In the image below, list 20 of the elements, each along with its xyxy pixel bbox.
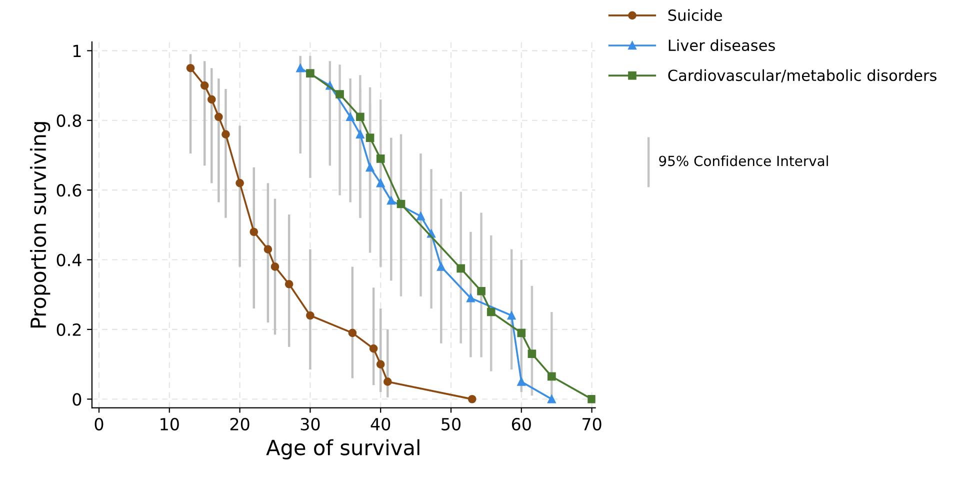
- legend-label: Cardiovascular/metabolic disorders: [668, 69, 936, 82]
- text: 95% Confidence Interval: [659, 155, 828, 166]
- x-tick-label: 20: [230, 418, 250, 430]
- y-tick-label: 0.8: [56, 114, 82, 127]
- y-tick-label: 0.6: [56, 184, 82, 197]
- x-tick-label: 0: [94, 418, 104, 430]
- x-tick-label: 10: [160, 418, 179, 430]
- legend-label: Suicide: [668, 9, 722, 21]
- x-axis-title: Age of survival: [266, 439, 420, 460]
- x-tick-label: 40: [370, 418, 390, 430]
- y-tick-label: 0.2: [56, 323, 81, 336]
- legend-label: Liver diseases: [668, 39, 775, 52]
- x-tick-label: 60: [512, 418, 531, 430]
- x-tick-label: 70: [582, 418, 602, 430]
- y-tick-label: 1: [73, 44, 81, 58]
- y-axis-title: Proportion surviving: [30, 122, 50, 328]
- x-tick-label: 50: [442, 418, 460, 430]
- x-tick-label: 30: [300, 418, 320, 430]
- y-tick-label: 0: [72, 393, 82, 406]
- y-tick-label: 0.4: [56, 254, 82, 266]
